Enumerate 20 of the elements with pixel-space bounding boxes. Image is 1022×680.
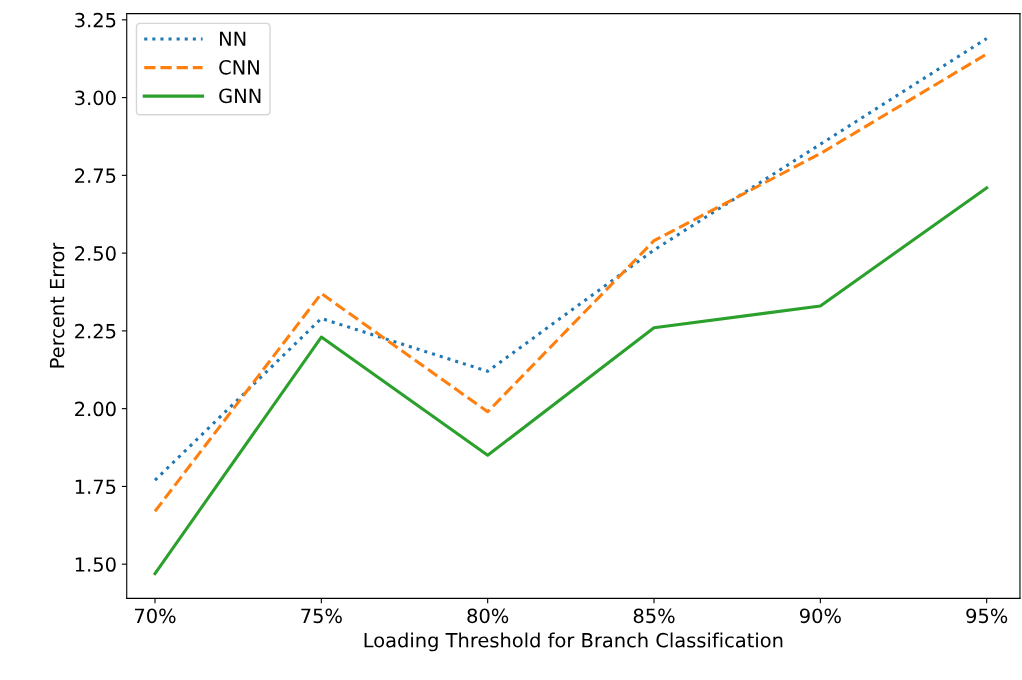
x-tick-label: 70%: [134, 608, 176, 624]
y-tick-label: 2.25: [75, 323, 116, 339]
x-tick-label: 95%: [966, 608, 1008, 624]
x-tick-label: 80%: [467, 608, 509, 624]
legend-label: GNN: [219, 88, 261, 104]
y-tick-label: 2.75: [75, 168, 116, 184]
x-tick-label: 75%: [301, 608, 342, 624]
y-tick-label: 2.00: [75, 401, 116, 417]
y-tick-label: 2.50: [75, 246, 116, 261]
y-tick-label: 1.75: [75, 479, 116, 495]
y-tick-label: 3.25: [75, 12, 116, 28]
legend-label: CNN: [219, 59, 259, 75]
legend-label: NN: [220, 31, 246, 46]
x-tick-label: 90%: [799, 608, 841, 624]
y-tick-label: 3.00: [75, 90, 116, 106]
x-tick-label: 85%: [633, 608, 675, 624]
y-axis-title: Percent Error: [49, 242, 65, 368]
line-series: [153, 186, 989, 576]
x-axis-title: Loading Threshold for Branch Classification: [364, 632, 783, 652]
y-tick-label: 1.50: [75, 557, 116, 572]
